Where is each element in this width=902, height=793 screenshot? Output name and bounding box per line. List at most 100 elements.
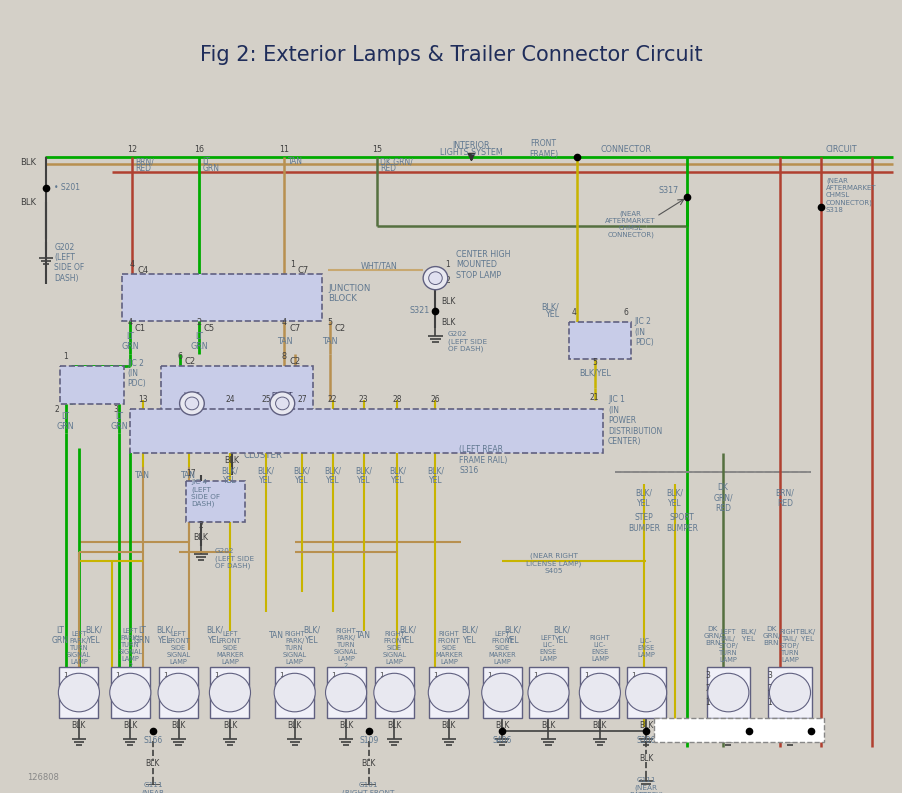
Bar (374, 668, 413, 718)
Text: LEFT
FRONT
SIDE
SIGNAL
LAMP: LEFT FRONT SIDE SIGNAL LAMP (166, 631, 190, 665)
Text: DK
GRN/
BRN: DK GRN/ BRN (703, 626, 722, 646)
Text: 4: 4 (571, 308, 576, 317)
Text: BLK: BLK (494, 721, 509, 730)
Text: 3: 3 (63, 699, 68, 705)
Text: C7: C7 (297, 266, 308, 275)
Text: S166: S166 (143, 736, 162, 745)
Bar (161, 366, 313, 441)
Text: 4: 4 (130, 260, 134, 269)
Text: TAN: TAN (269, 631, 283, 640)
Circle shape (270, 392, 294, 415)
Bar (210, 668, 249, 718)
Text: 4: 4 (128, 318, 133, 327)
Text: 2: 2 (486, 686, 491, 691)
Text: C1: C1 (134, 324, 146, 333)
Text: DK
GRN/
BRN: DK GRN/ BRN (761, 626, 780, 646)
Text: 1: 1 (290, 260, 295, 269)
Text: RIGHT
PARK/
TURN
SIGNAL
LAMP: RIGHT PARK/ TURN SIGNAL LAMP (282, 631, 307, 665)
Text: BLK: BLK (338, 721, 353, 730)
Text: BLK: BLK (225, 456, 239, 465)
Circle shape (769, 673, 810, 712)
Text: BLK: BLK (20, 197, 36, 206)
Text: (NEAR
AFTERMARKET
CHMSL
CONNECTOR): (NEAR AFTERMARKET CHMSL CONNECTOR) (604, 210, 655, 238)
Text: 17: 17 (186, 469, 196, 478)
Text: G111
(NEAR
BATTERY): G111 (NEAR BATTERY) (628, 777, 663, 793)
Text: BLK/
YEL: BLK/ YEL (389, 466, 406, 485)
Text: INSTRUMENT
CLUSTER: INSTRUMENT CLUSTER (235, 441, 291, 461)
Text: C2: C2 (289, 358, 300, 366)
Text: 3: 3 (704, 671, 709, 680)
Text: 2: 2 (55, 404, 60, 414)
Bar (580, 668, 619, 718)
Bar (768, 668, 811, 718)
Text: TAN: TAN (287, 157, 302, 166)
Text: 15: 15 (372, 144, 382, 154)
Text: LIGHTS SYSTEM: LIGHTS SYSTEM (439, 148, 502, 157)
Text: 14: 14 (184, 395, 193, 404)
Text: BLK/
YEL: BLK/ YEL (740, 629, 756, 642)
Text: LEFT
LIC-
ENSE
LAMP: LEFT LIC- ENSE LAMP (539, 634, 557, 661)
Text: 1: 1 (63, 672, 68, 678)
Text: LT
GRN: LT GRN (122, 332, 139, 351)
Text: BLK/
YEL: BLK/ YEL (221, 466, 238, 485)
Text: (LEFT REAR
FRAME RAIL)
S316: (LEFT REAR FRAME RAIL) S316 (458, 446, 507, 475)
Text: JUNCTION
BLOCK: JUNCTION BLOCK (328, 284, 371, 303)
Text: RED: RED (380, 164, 396, 173)
Text: 2: 2 (163, 686, 168, 691)
Text: 3: 3 (766, 671, 771, 680)
Text: BLK: BLK (441, 721, 456, 730)
Text: 2: 2 (330, 686, 335, 691)
Text: 5: 5 (327, 318, 332, 327)
Circle shape (579, 673, 620, 712)
Text: 1: 1 (584, 672, 588, 678)
Bar (122, 274, 322, 320)
Text: RIGHT
PARK/
TURN
SIGNAL
LAMP
2: RIGHT PARK/ TURN SIGNAL LAMP 2 (334, 628, 358, 668)
Circle shape (528, 673, 568, 712)
Text: LT
GRN: LT GRN (57, 412, 74, 431)
Text: 2: 2 (198, 521, 203, 531)
Text: 2: 2 (630, 686, 635, 691)
Bar (275, 668, 314, 718)
Circle shape (428, 272, 442, 285)
Text: 1: 1 (279, 672, 283, 678)
Text: 3: 3 (115, 699, 119, 705)
Text: C7: C7 (289, 324, 300, 333)
Text: BLK/
YEL: BLK/ YEL (293, 466, 310, 485)
Text: BLK: BLK (20, 158, 36, 167)
Text: LEFT
TURN
IND: LEFT TURN IND (182, 392, 201, 412)
Text: 2: 2 (379, 686, 383, 691)
Text: LEFT
TAIL/
STOP/
TURN
LAMP: LEFT TAIL/ STOP/ TURN LAMP (718, 630, 737, 663)
Text: WHT/TAN: WHT/TAN (360, 261, 397, 270)
Text: 2: 2 (704, 684, 709, 693)
Text: BLK/
YEL: BLK/ YEL (257, 466, 274, 485)
Text: BLK/
YEL: BLK/ YEL (85, 626, 102, 646)
Text: 1: 1 (630, 672, 635, 678)
Text: 16: 16 (194, 144, 204, 154)
Text: G111
(NEAR
BATTERY): G111 (NEAR BATTERY) (135, 782, 170, 793)
Bar (60, 366, 124, 404)
Text: 2: 2 (197, 318, 201, 327)
Text: LEFT
FRONT
SIDE
MARKER
LAMP: LEFT FRONT SIDE MARKER LAMP (488, 631, 516, 665)
Bar (626, 668, 665, 718)
Text: TAN: TAN (135, 471, 150, 481)
Text: 2: 2 (279, 686, 283, 691)
Text: LT
GRN: LT GRN (190, 332, 207, 351)
Text: BLK: BLK (441, 297, 456, 306)
Text: S306: S306 (636, 736, 655, 745)
Circle shape (481, 673, 522, 712)
Text: TAN: TAN (355, 631, 371, 640)
Circle shape (275, 397, 289, 410)
Circle shape (158, 673, 199, 712)
Text: 22: 22 (327, 395, 337, 404)
Text: DK
GRN/
RED: DK GRN/ RED (713, 483, 732, 513)
Text: RIGHT
TAIL/
STOP/
TURN
LAMP: RIGHT TAIL/ STOP/ TURN LAMP (778, 630, 799, 663)
Text: BLK/: BLK/ (540, 303, 558, 312)
Text: 3: 3 (330, 699, 335, 705)
Text: 1: 1 (445, 260, 450, 269)
Text: TAN: TAN (321, 337, 337, 347)
Text: C5: C5 (204, 324, 215, 333)
Text: 2: 2 (433, 686, 437, 691)
Text: BLK: BLK (361, 760, 375, 768)
Text: BLK/
YEL: BLK/ YEL (324, 466, 341, 485)
Circle shape (179, 392, 204, 415)
